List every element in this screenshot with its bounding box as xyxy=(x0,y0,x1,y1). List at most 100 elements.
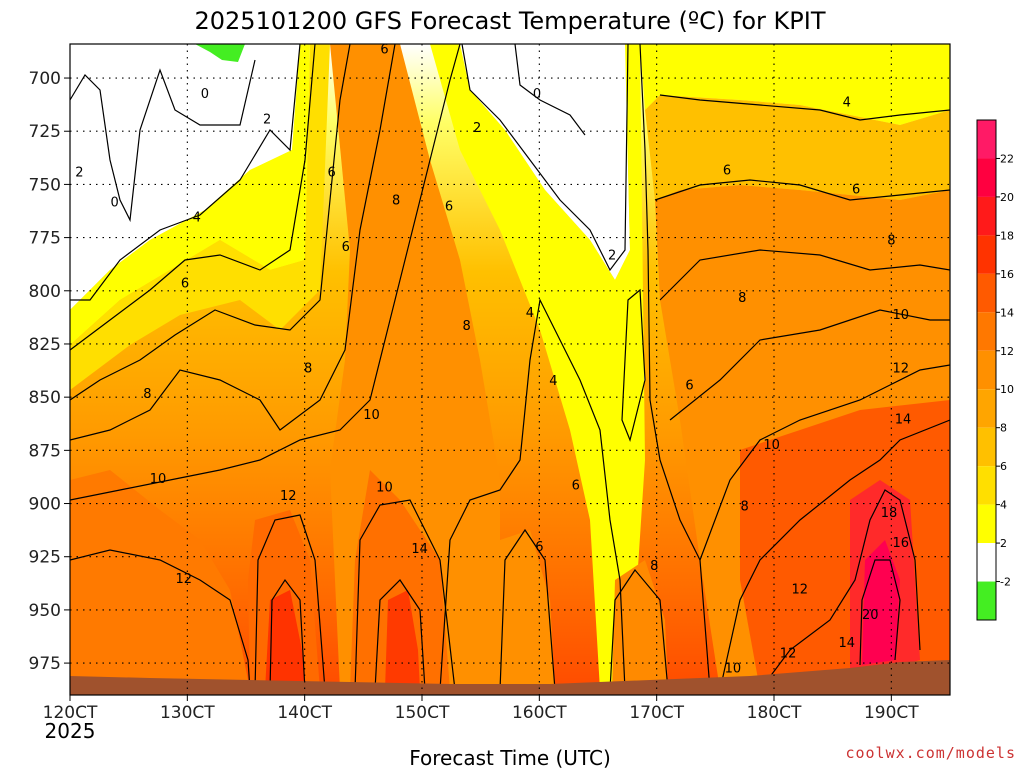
contour-label: 10 xyxy=(150,472,167,487)
colorbar-swatch xyxy=(977,235,996,274)
band-2-4-left xyxy=(70,44,310,345)
colorbar-swatch xyxy=(977,273,996,313)
colorbar-label: 4 xyxy=(1000,499,1007,512)
contour-label: 6 xyxy=(572,478,580,493)
plot-frame xyxy=(69,43,951,696)
x-tick-label: 140CT xyxy=(277,703,332,723)
contour-label: 10 xyxy=(763,438,780,453)
y-tick-label: 875 xyxy=(29,441,61,461)
chart-title: 2025101200 GFS Forecast Temperature (ºC)… xyxy=(194,7,825,35)
contour-label: 16 xyxy=(892,536,909,551)
y-tick-label: 700 xyxy=(29,69,61,89)
cold-region-left xyxy=(70,44,300,310)
contour-label: 4 xyxy=(549,374,557,389)
contour-label: 4 xyxy=(526,306,534,321)
contour-label: 8 xyxy=(392,193,400,208)
contour-label: 4 xyxy=(193,210,201,225)
contour-label: 14 xyxy=(895,412,912,427)
cold-region-center xyxy=(460,44,630,280)
contour-label: 0 xyxy=(201,87,209,102)
contour-label: 6 xyxy=(685,378,693,393)
x-tick-label: 130CT xyxy=(160,703,215,723)
contour-label: 12 xyxy=(892,361,909,376)
contour-label: 12 xyxy=(280,489,297,504)
colorbar-swatch xyxy=(977,581,996,620)
contour-label: 14 xyxy=(411,542,428,557)
x-tick-label: 190CT xyxy=(864,703,919,723)
contour-labels: 0 0 0 2 2 2 2 4 4 4 4 6 6 6 6 6 6 6 6 6 6 8 8 8 8 8 8 8 8 10 10 10 10 10 1… xyxy=(75,42,912,676)
x-tick-label: 120CT xyxy=(43,703,98,723)
y-tick-label: 800 xyxy=(29,282,61,302)
contour-label: 12 xyxy=(780,646,797,661)
contour-label: 18 xyxy=(881,506,898,521)
contour-label: 10 xyxy=(725,661,742,676)
y-tick-label: 975 xyxy=(29,654,61,674)
contour-label: 6 xyxy=(380,42,388,57)
contour-label: 12 xyxy=(792,583,809,598)
y-tick-label: 825 xyxy=(29,335,61,355)
contour-label: 6 xyxy=(723,164,731,179)
colorbar-label: 10 xyxy=(1000,383,1014,396)
colorbar-label: 22 xyxy=(1000,152,1014,165)
plot-area: 0 0 0 2 2 2 2 4 4 4 4 6 6 6 6 6 6 6 6 6 6 8 8 8 8 8 8 8 8 10 10 10 10 10 1… xyxy=(70,42,950,695)
colorbar-swatch xyxy=(977,120,996,159)
ground-surface xyxy=(70,660,950,695)
warm-core-150-hot xyxy=(385,590,420,690)
contour-label: 6 xyxy=(445,200,453,215)
x-axis: 120CT 130CT 140CT 150CT 160CT 170CT 180CT 190CT xyxy=(43,695,919,723)
credit-text: coolwx.com/models xyxy=(845,744,1016,762)
colorbar-label: 14 xyxy=(1000,306,1014,319)
contour-label: 8 xyxy=(462,319,470,334)
band-4-6-right xyxy=(645,95,950,200)
colorbar-label: 18 xyxy=(1000,229,1014,242)
x-tick-label: 170CT xyxy=(629,703,684,723)
gridlines xyxy=(70,44,950,695)
colorbar-swatch xyxy=(977,196,996,236)
colorbar-label: -2 xyxy=(1000,576,1011,589)
contour-label: 8 xyxy=(650,559,658,574)
contour-label: 8 xyxy=(143,387,151,402)
band-2-4-center xyxy=(430,44,645,690)
colorbar-frame xyxy=(976,119,997,621)
contour-label: 0 xyxy=(110,195,118,210)
contour-label: 12 xyxy=(176,572,193,587)
colorbar-label: 16 xyxy=(1000,268,1014,281)
y-axis: 700 725 750 775 800 825 850 875 900 925 950 975 xyxy=(29,69,70,674)
colorbar-label: 20 xyxy=(1000,191,1014,204)
contour-label: 2 xyxy=(75,166,83,181)
contour-label: 0 xyxy=(533,87,541,102)
contour-label: 8 xyxy=(304,361,312,376)
x-tick-label: 180CT xyxy=(747,703,802,723)
colorbar-label: 6 xyxy=(1000,460,1007,473)
colorbar-label: 12 xyxy=(1000,345,1014,358)
contour-label: 10 xyxy=(363,408,380,423)
contour-label: 2 xyxy=(473,121,481,136)
y-tick-label: 850 xyxy=(29,388,61,408)
colorbar-swatch xyxy=(977,427,996,467)
contour-label: 6 xyxy=(328,166,336,181)
contour-label: 8 xyxy=(738,291,746,306)
contour-label: 6 xyxy=(535,540,543,555)
left-bottom-warm xyxy=(70,470,250,690)
contour-label: 10 xyxy=(376,481,393,496)
contour-label: 20 xyxy=(862,608,879,623)
x-tick-label: 160CT xyxy=(512,703,567,723)
contour-label: 14 xyxy=(838,636,855,651)
contour-label: 6 xyxy=(342,240,350,255)
contour-label: 6 xyxy=(181,276,189,291)
colorbar-swatch xyxy=(977,158,996,197)
below-freezing-patch xyxy=(195,44,245,62)
warm-core-140-inner xyxy=(265,590,305,690)
contour-label: 8 xyxy=(887,234,895,249)
contour-label: 10 xyxy=(892,308,909,323)
contour-label: 8 xyxy=(741,500,749,515)
x-axis-title: Forecast Time (UTC) xyxy=(409,746,611,768)
contour-label: 2 xyxy=(263,112,271,127)
y-tick-label: 725 xyxy=(29,122,61,142)
colorbar-swatch xyxy=(977,466,996,505)
colorbar-swatch xyxy=(977,312,996,351)
y-tick-label: 950 xyxy=(29,601,61,621)
colorbar-label: 2 xyxy=(1000,537,1007,550)
band-4-6-left xyxy=(70,44,330,390)
